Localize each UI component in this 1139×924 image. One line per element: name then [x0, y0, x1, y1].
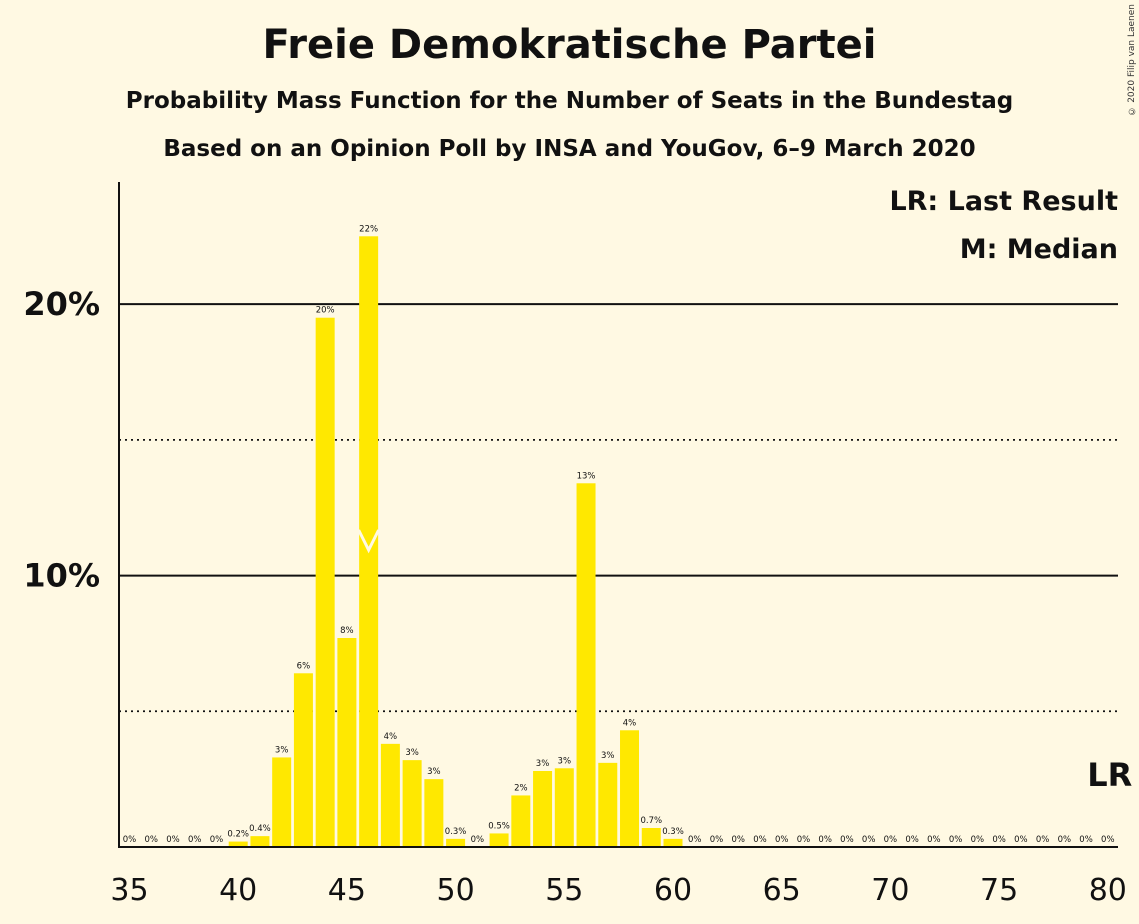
bar-seat-52 — [489, 833, 509, 847]
last-result-marker: LR — [1087, 756, 1132, 794]
bar-seat-56 — [576, 483, 596, 847]
x-tick-label-40: 40 — [219, 873, 257, 908]
bar-label-seat-72: 0% — [927, 835, 941, 845]
bar-label-seat-78: 0% — [1058, 835, 1072, 845]
bar-seat-54 — [533, 771, 553, 847]
x-tick-label-55: 55 — [545, 873, 583, 908]
bar-seat-47 — [380, 743, 400, 847]
bar-label-seat-65: 0% — [775, 835, 789, 845]
bar-label-seat-36: 0% — [144, 835, 158, 845]
bar-label-seat-68: 0% — [840, 835, 854, 845]
bar-seat-49 — [424, 779, 444, 847]
bar-label-seat-77: 0% — [1036, 835, 1050, 845]
bar-seat-59 — [641, 828, 661, 847]
bar-label-seat-49: 3% — [427, 767, 441, 777]
bar-label-seat-75: 0% — [992, 835, 1006, 845]
bar-label-seat-44: 20% — [316, 306, 335, 316]
median-marker — [357, 529, 380, 554]
gridlines — [119, 303, 1118, 713]
chart-subtitle: Probability Mass Function for the Number… — [125, 88, 1014, 114]
legend-median: M: Median — [960, 234, 1118, 265]
bar-seat-57 — [598, 762, 618, 847]
bar-label-seat-51: 0% — [471, 835, 485, 845]
axes — [118, 182, 1118, 848]
bar-seat-58 — [620, 730, 640, 847]
chart-title: Freie Demokratische Partei — [262, 22, 877, 68]
bar-seat-60 — [663, 838, 683, 847]
annotations: LR — [357, 529, 1132, 794]
x-tick-label-45: 45 — [328, 873, 366, 908]
bar-seat-55 — [554, 768, 574, 847]
bar-label-seat-46: 22% — [359, 224, 378, 234]
x-tick-label-65: 65 — [763, 873, 801, 908]
bar-label-seat-50: 0.3% — [445, 827, 467, 837]
bar-label-seat-39: 0% — [210, 835, 224, 845]
bar-seat-48 — [402, 760, 422, 847]
bar-label-seat-80: 0% — [1101, 835, 1115, 845]
bar-label-seat-47: 4% — [384, 732, 398, 742]
bar-label-seat-43: 6% — [297, 661, 311, 671]
bar-label-seat-61: 0% — [688, 835, 702, 845]
bar-label-seat-37: 0% — [166, 835, 180, 845]
bar-seat-50 — [446, 838, 466, 847]
chart-source: Based on an Opinion Poll by INSA and You… — [163, 136, 976, 162]
bar-seat-40 — [228, 841, 248, 847]
bar-label-seat-40: 0.2% — [227, 830, 249, 840]
bar-seat-45 — [337, 638, 357, 847]
bar-label-seat-53: 2% — [514, 783, 528, 793]
bar-label-seat-66: 0% — [797, 835, 811, 845]
x-tick-label-50: 50 — [437, 873, 475, 908]
bar-label-seat-57: 3% — [601, 751, 615, 761]
x-tick-label-80: 80 — [1089, 873, 1127, 908]
bars — [228, 236, 683, 848]
bar-label-seat-73: 0% — [949, 835, 963, 845]
y-tick-label-20: 20% — [23, 285, 100, 323]
bar-label-seat-55: 3% — [558, 756, 572, 766]
bar-label-seat-48: 3% — [405, 748, 419, 758]
bar-label-seat-52: 0.5% — [488, 821, 510, 831]
x-tick-label-70: 70 — [871, 873, 909, 908]
bar-seat-43 — [293, 673, 313, 847]
bar-seat-53 — [511, 795, 531, 847]
x-tick-label-60: 60 — [654, 873, 692, 908]
bar-label-seat-41: 0.4% — [249, 824, 271, 834]
y-tick-label-10: 10% — [23, 557, 100, 595]
bar-label-seat-74: 0% — [971, 835, 985, 845]
bar-seat-46 — [359, 236, 379, 848]
bar-label-seat-54: 3% — [536, 759, 550, 769]
bar-label-seat-60: 0.3% — [662, 827, 684, 837]
bar-label-seat-71: 0% — [905, 835, 919, 845]
bar-seat-41 — [250, 836, 270, 847]
bar-label-seat-70: 0% — [884, 835, 898, 845]
tick-labels: 35 40 45 50 55 60 65 70 75 80 10% 20% — [23, 285, 1126, 908]
legend-last-result: LR: Last Result — [889, 186, 1118, 217]
bar-label-seat-42: 3% — [275, 745, 289, 755]
bar-label-seat-67: 0% — [818, 835, 832, 845]
x-tick-label-35: 35 — [110, 873, 148, 908]
bar-label-seat-45: 8% — [340, 626, 354, 636]
bar-label-seat-38: 0% — [188, 835, 202, 845]
bar-label-seat-69: 0% — [862, 835, 876, 845]
bar-label-seat-76: 0% — [1014, 835, 1028, 845]
bar-label-seat-62: 0% — [710, 835, 724, 845]
bar-label-seat-35: 0% — [123, 835, 137, 845]
bar-label-seat-63: 0% — [731, 835, 745, 845]
bar-label-seat-64: 0% — [753, 835, 767, 845]
x-tick-label-75: 75 — [980, 873, 1018, 908]
bar-label-seat-58: 4% — [623, 718, 637, 728]
bar-seat-44 — [315, 317, 335, 847]
bar-labels: 0% 0% 0% 0% 0%0.2%0.4%3%6%20%8%22%4%3%3%0.3%… — [123, 224, 1115, 845]
bar-seat-42 — [272, 757, 292, 847]
bar-label-seat-79: 0% — [1079, 835, 1093, 845]
bar-label-seat-56: 13% — [577, 471, 596, 481]
bar-label-seat-59: 0.7% — [640, 816, 662, 826]
